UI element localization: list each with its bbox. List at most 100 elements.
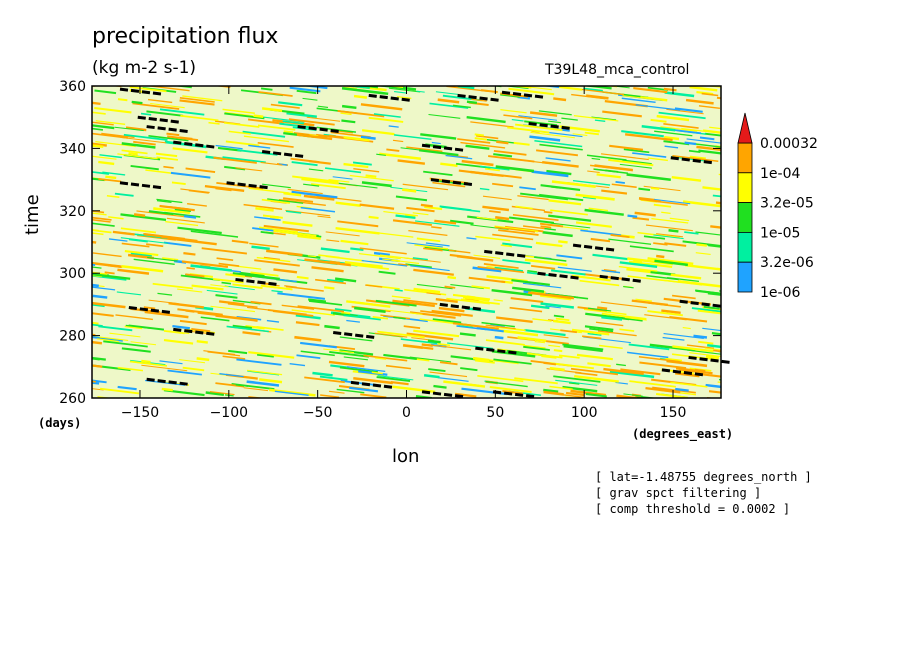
threshold-mark — [152, 91, 162, 96]
field-streak — [216, 257, 234, 261]
field-streak — [309, 160, 331, 165]
field-streak — [54, 259, 82, 262]
field-streak — [386, 148, 400, 152]
field-streak — [404, 399, 438, 403]
threshold-mark — [368, 93, 377, 98]
field-streak — [624, 316, 647, 321]
field-streak — [486, 58, 506, 60]
field-streak — [412, 57, 449, 61]
field-streak — [533, 256, 567, 262]
field-streak — [171, 181, 186, 185]
field-streak — [365, 284, 383, 288]
field-streak — [393, 426, 404, 427]
field-streak — [597, 330, 637, 337]
field-streak — [460, 298, 500, 305]
field-streak — [379, 152, 421, 161]
field-streak — [312, 371, 333, 377]
field-streak — [529, 135, 561, 142]
field-streak — [78, 107, 89, 108]
field-streak — [289, 362, 306, 367]
field-streak — [380, 423, 419, 428]
threshold-mark — [490, 97, 499, 102]
field-streak — [471, 98, 487, 102]
field-streak — [698, 105, 721, 109]
field-streak — [243, 135, 289, 143]
field-streak — [711, 73, 748, 77]
field-streak — [136, 210, 185, 218]
field-streak — [761, 426, 777, 428]
field-streak — [447, 342, 494, 350]
threshold-mark — [161, 309, 171, 314]
threshold-mark — [572, 243, 582, 248]
field-streak — [502, 86, 529, 90]
field-streak — [296, 133, 333, 141]
field-streak — [349, 386, 379, 393]
field-streak — [258, 426, 267, 427]
field-streak — [320, 247, 350, 254]
field-streak — [616, 363, 626, 367]
field-streak — [321, 425, 351, 429]
field-streak — [307, 255, 317, 258]
field-streak — [585, 94, 609, 100]
field-streak — [278, 101, 303, 107]
field-streak — [715, 201, 721, 205]
field-streak — [334, 277, 357, 283]
note-latitude: [ lat=-1.48755 degrees_north ] — [595, 470, 812, 484]
colorbar-label: 3.2e-06 — [760, 255, 814, 271]
field-streak — [496, 140, 509, 145]
x-tick-label: 0 — [402, 405, 411, 421]
field-streak — [150, 103, 185, 109]
field-streak — [207, 351, 241, 357]
field-streak — [587, 362, 611, 368]
field-streak — [375, 357, 387, 360]
field-streak — [259, 378, 283, 384]
field-streak — [708, 69, 723, 71]
threshold-mark — [179, 381, 188, 386]
field-streak — [236, 315, 262, 321]
field-streak — [277, 292, 326, 300]
field-streak — [184, 273, 203, 279]
field-streak — [420, 133, 457, 140]
field-streak — [695, 252, 711, 256]
threshold-mark — [501, 90, 511, 95]
field-streak — [511, 279, 550, 286]
field-streak — [639, 197, 661, 203]
field-streak — [589, 164, 633, 172]
field-streak — [231, 239, 249, 244]
field-streak — [373, 231, 414, 238]
threshold-mark — [379, 95, 388, 100]
field-streak — [334, 308, 352, 312]
field-streak — [216, 74, 234, 76]
field-streak — [717, 381, 721, 383]
field-streak — [707, 292, 721, 296]
field-streak — [117, 153, 158, 160]
threshold-mark — [512, 92, 522, 97]
field-streak — [699, 136, 715, 141]
field-streak — [615, 381, 628, 385]
field-streak — [161, 387, 173, 392]
field-streak — [600, 301, 647, 309]
threshold-mark — [683, 371, 693, 376]
field-streak — [643, 235, 666, 240]
field-streak — [515, 205, 533, 210]
threshold-mark — [525, 394, 535, 399]
field-streak — [368, 116, 404, 123]
y-tick-label: 280 — [59, 329, 86, 345]
field-streak — [437, 377, 469, 382]
field-streak — [381, 417, 403, 420]
field-streak — [600, 153, 649, 161]
threshold-mark — [561, 125, 570, 130]
field-streak — [426, 82, 444, 84]
field-streak — [151, 71, 195, 76]
field-streak — [55, 58, 80, 61]
field-streak — [414, 220, 460, 227]
threshold-mark — [130, 88, 140, 93]
field-streak — [689, 408, 715, 411]
threshold-mark — [119, 87, 129, 92]
field-streak — [222, 108, 255, 114]
field-streak — [562, 385, 598, 393]
field-streak — [274, 390, 309, 397]
y-tick-label: 300 — [59, 266, 86, 282]
field-streak — [283, 191, 302, 197]
field-streak — [733, 383, 776, 388]
